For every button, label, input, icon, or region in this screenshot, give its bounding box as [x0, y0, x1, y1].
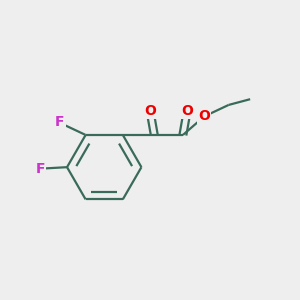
Text: O: O	[181, 103, 193, 118]
Text: F: F	[36, 162, 45, 176]
Text: F: F	[55, 115, 64, 129]
Text: O: O	[144, 103, 156, 118]
Text: O: O	[198, 110, 210, 123]
